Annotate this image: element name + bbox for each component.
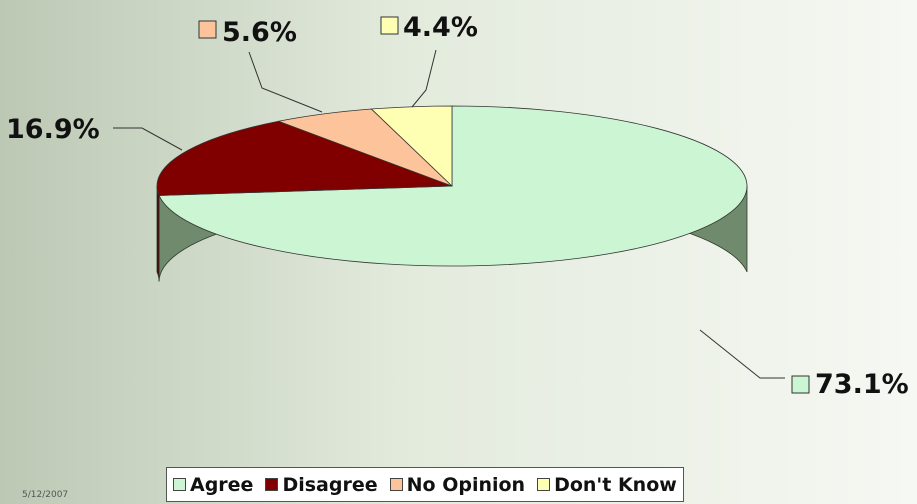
- legend-item-no-opinion: No Opinion: [389, 473, 526, 496]
- data-label-disagree: 16.9%: [6, 114, 100, 145]
- legend-item-agree: Agree: [173, 474, 253, 496]
- legend-label-agree: Agree: [190, 473, 254, 496]
- leader-line-no-opinion: [248, 51, 323, 113]
- legend-item-dont-know: Don't Know: [537, 474, 677, 496]
- legend-swatch-agree: [173, 478, 186, 491]
- pie-slice-don-t-know: [370, 105, 453, 187]
- pie-slice-agree: [158, 105, 748, 267]
- legend-swatch-disagree: [265, 478, 279, 491]
- legend-swatch-dont-know: [537, 478, 551, 491]
- data-label-no-opinion: 5.6%: [222, 17, 297, 48]
- footer-date: 5/12/2007: [22, 490, 69, 500]
- data-label-swatch-no-opinion: [198, 20, 217, 39]
- legend-swatch-no-opinion: [389, 478, 403, 491]
- data-label-don-t-know: 4.4%: [403, 12, 478, 43]
- pie-slice-disagree: [156, 120, 453, 196]
- leader-line-don-t-know: [411, 49, 437, 108]
- data-labels: 73.1% 16.9% 5.6% 4.4%: [6, 12, 909, 400]
- legend-label-dont-know: Don't Know: [554, 473, 677, 496]
- data-label-swatch-don-t-know: [380, 16, 399, 35]
- data-label-agree: 73.1%: [815, 369, 909, 400]
- legend: Agree Disagree No Opinion Don't Know: [166, 467, 684, 502]
- leader-line-disagree: [113, 127, 183, 151]
- data-label-swatch-agree: [791, 375, 810, 394]
- pie-top: [156, 105, 748, 267]
- pie-side-disagree: [156, 185, 160, 282]
- legend-label-no-opinion: No Opinion: [406, 473, 526, 496]
- leader-line-agree: [699, 329, 785, 379]
- legend-label-disagree: Disagree: [282, 473, 378, 496]
- legend-item-disagree: Disagree: [265, 473, 378, 496]
